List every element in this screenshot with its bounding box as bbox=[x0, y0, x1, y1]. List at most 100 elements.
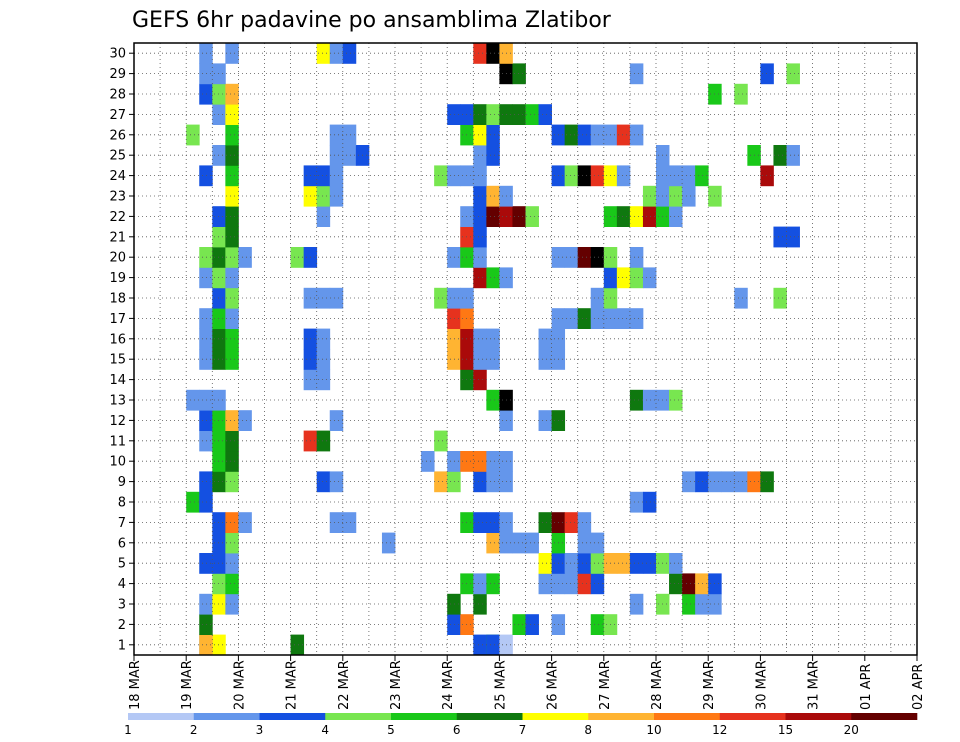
y-tick-label: 26 bbox=[109, 128, 126, 143]
heatmap-cell bbox=[447, 593, 461, 615]
heatmap-cell bbox=[695, 593, 709, 615]
y-tick-label: 9 bbox=[118, 475, 126, 490]
heatmap-cell bbox=[434, 287, 448, 309]
heatmap-cell bbox=[199, 471, 213, 493]
heatmap-cell bbox=[473, 328, 487, 350]
heatmap-cell bbox=[447, 308, 461, 329]
x-axis-ticks: 18 MAR 19 MAR 20 MAR 21 MAR 22 MAR 23 MAR 24 M… bbox=[128, 655, 926, 710]
heatmap-cell bbox=[225, 104, 239, 125]
x-tick-label: 27 MAR bbox=[598, 660, 613, 710]
heatmap-cell bbox=[734, 471, 748, 493]
heatmap-cell bbox=[225, 512, 239, 533]
heatmap-cell bbox=[212, 634, 226, 656]
y-tick-label: 14 bbox=[109, 373, 126, 388]
heatmap-cell bbox=[629, 491, 644, 513]
heatmap-cell bbox=[212, 226, 226, 248]
chart-title: GEFS 6hr padavine po ansamblima Zlatibor bbox=[132, 8, 612, 33]
y-tick-label: 23 bbox=[109, 190, 126, 205]
heatmap-cell bbox=[642, 206, 657, 227]
heatmap-cell bbox=[564, 308, 579, 329]
heatmap-cell bbox=[199, 267, 213, 289]
heatmap-cell bbox=[225, 247, 239, 268]
heatmap-cell bbox=[590, 124, 605, 146]
heatmap-cell bbox=[538, 410, 552, 431]
dotted-grid bbox=[133, 43, 918, 655]
y-tick-label: 5 bbox=[118, 557, 126, 572]
legend-label: 8 bbox=[584, 723, 592, 737]
heatmap-cell bbox=[434, 165, 448, 187]
heatmap-cell bbox=[486, 451, 500, 472]
heatmap-cell bbox=[473, 247, 487, 268]
heatmap-cell bbox=[629, 267, 644, 289]
y-tick-label: 20 bbox=[109, 251, 126, 266]
heatmap-cell bbox=[473, 43, 487, 64]
legend-swatch bbox=[851, 713, 918, 720]
heatmap-cell bbox=[577, 165, 592, 187]
heatmap-cell bbox=[329, 287, 344, 309]
y-tick-label: 19 bbox=[109, 271, 126, 286]
heatmap-cell bbox=[212, 573, 226, 595]
heatmap-cell bbox=[669, 573, 683, 595]
y-tick-label: 8 bbox=[118, 496, 126, 511]
heatmap-cell bbox=[629, 308, 644, 329]
heatmap-cell bbox=[538, 328, 552, 350]
heatmap-cell bbox=[186, 491, 200, 513]
heatmap-cell bbox=[212, 593, 226, 615]
heatmap-cell bbox=[538, 104, 552, 125]
heatmap-cell bbox=[473, 512, 487, 533]
heatmap-cell bbox=[486, 145, 500, 166]
heatmap-cell bbox=[577, 124, 592, 146]
heatmap-cell bbox=[199, 634, 213, 656]
heatmap-cell bbox=[199, 491, 213, 513]
heatmap-cell bbox=[238, 512, 252, 533]
heatmap-cell bbox=[447, 165, 461, 187]
heatmap-cell bbox=[225, 124, 239, 146]
heatmap-cell bbox=[329, 410, 344, 431]
heatmap-cell bbox=[512, 63, 526, 85]
x-tick-label: 19 MAR bbox=[180, 660, 195, 710]
heatmap-cell bbox=[199, 247, 213, 268]
heatmap-cell bbox=[473, 593, 487, 615]
heatmap-cell bbox=[564, 553, 579, 574]
heatmap-cell bbox=[212, 389, 226, 411]
x-tick-label: 20 MAR bbox=[232, 660, 247, 710]
heatmap-cell bbox=[577, 247, 592, 268]
heatmap-cell bbox=[682, 165, 696, 187]
y-tick-label: 7 bbox=[118, 516, 126, 531]
y-tick-label: 16 bbox=[109, 332, 126, 347]
heatmap-cell bbox=[421, 451, 435, 472]
heatmap-cell bbox=[629, 553, 644, 574]
heatmap-cell bbox=[577, 308, 592, 329]
heatmap-cell bbox=[434, 471, 448, 493]
heatmap-cell bbox=[669, 165, 683, 187]
legend-swatch bbox=[128, 713, 195, 720]
y-tick-label: 2 bbox=[118, 618, 126, 633]
heatmap-cell bbox=[695, 471, 709, 493]
heatmap-cell bbox=[473, 104, 487, 125]
heatmap-cell bbox=[682, 593, 696, 615]
heatmap-cell bbox=[447, 471, 461, 493]
heatmap-cell bbox=[590, 573, 605, 595]
x-tick-label: 25 MAR bbox=[493, 660, 508, 710]
heatmap-cell bbox=[590, 308, 605, 329]
heatmap-cell bbox=[538, 553, 552, 574]
heatmap-cell bbox=[329, 43, 344, 64]
x-tick-label: 02 APR bbox=[911, 664, 926, 710]
heatmap-cell bbox=[225, 43, 239, 64]
heatmap-cell bbox=[212, 553, 226, 574]
heatmap-cell bbox=[225, 553, 239, 574]
heatmap-cell bbox=[199, 63, 213, 85]
plot-frame bbox=[133, 42, 918, 656]
heatmap-cell bbox=[225, 83, 239, 105]
heatmap-cell bbox=[447, 349, 461, 370]
heatmap-cell bbox=[616, 553, 631, 574]
heatmap-cell bbox=[225, 410, 239, 431]
heatmap-cell bbox=[199, 308, 213, 329]
heatmap-cell bbox=[682, 185, 696, 207]
heatmap-cell bbox=[316, 349, 331, 370]
heatmap-cell bbox=[629, 124, 644, 146]
heatmap-cell bbox=[212, 308, 226, 329]
heatmap-cell bbox=[225, 573, 239, 595]
y-tick-label: 10 bbox=[109, 455, 126, 470]
heatmap-cell bbox=[564, 512, 579, 533]
